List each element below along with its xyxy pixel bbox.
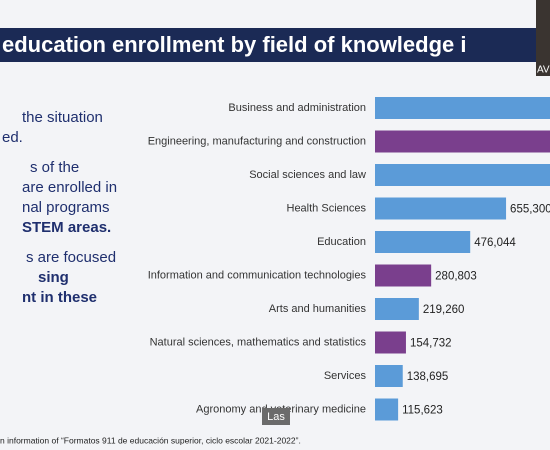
body-line: the situation <box>22 109 103 126</box>
value-label: 154,732 <box>410 338 452 350</box>
caption: Las <box>267 411 285 423</box>
body-line: nt in these <box>22 289 97 306</box>
category-label: Natural sciences, mathematics and statis… <box>150 336 367 348</box>
body-text: the situation ed. s of the are enrolled in n… <box>2 109 117 306</box>
value-label: 219,260 <box>423 304 465 316</box>
bar <box>375 264 432 287</box>
category-label: Social sciences and law <box>249 169 366 181</box>
body-line: s of the <box>30 159 79 176</box>
category-label: Information and communication technologi… <box>148 269 367 281</box>
bar <box>375 197 507 220</box>
body-line: ed. <box>2 129 23 146</box>
value-label: 115,623 <box>402 405 443 417</box>
footnote: n information of “Formatos 911 de educac… <box>0 435 301 445</box>
bar <box>375 130 550 153</box>
camera-label: AV <box>537 65 550 76</box>
bar <box>375 231 471 253</box>
category-label: Business and administration <box>228 102 366 114</box>
caption-box <box>262 408 290 425</box>
category-label: Services <box>324 370 367 382</box>
bar <box>375 164 550 186</box>
chart: Business and administration Engineering, … <box>148 97 550 421</box>
value-label: 138,695 <box>407 371 449 383</box>
body-line: are enrolled in <box>22 179 117 196</box>
category-label: Engineering, manufacturing and construct… <box>148 135 366 147</box>
bar <box>375 97 550 119</box>
value-label: 655,300 <box>510 204 550 216</box>
value-label: 476,044 <box>474 237 516 249</box>
category-label: Arts and humanities <box>269 303 367 315</box>
bar <box>375 365 403 387</box>
body-line: nal programs <box>22 199 110 216</box>
value-label: 280,803 <box>435 271 477 283</box>
body-line: sing <box>38 269 69 286</box>
bar <box>375 331 406 354</box>
bar <box>375 298 419 320</box>
category-label: Health Sciences <box>287 202 367 214</box>
category-label: Education <box>317 236 366 248</box>
body-line: s are focused <box>26 249 116 266</box>
bar <box>375 398 399 421</box>
title-bar <box>0 28 536 62</box>
camera-thumbnail <box>536 0 550 76</box>
body-line: STEM areas. <box>22 219 111 236</box>
slide-title: education enrollment by field of knowled… <box>2 32 467 57</box>
